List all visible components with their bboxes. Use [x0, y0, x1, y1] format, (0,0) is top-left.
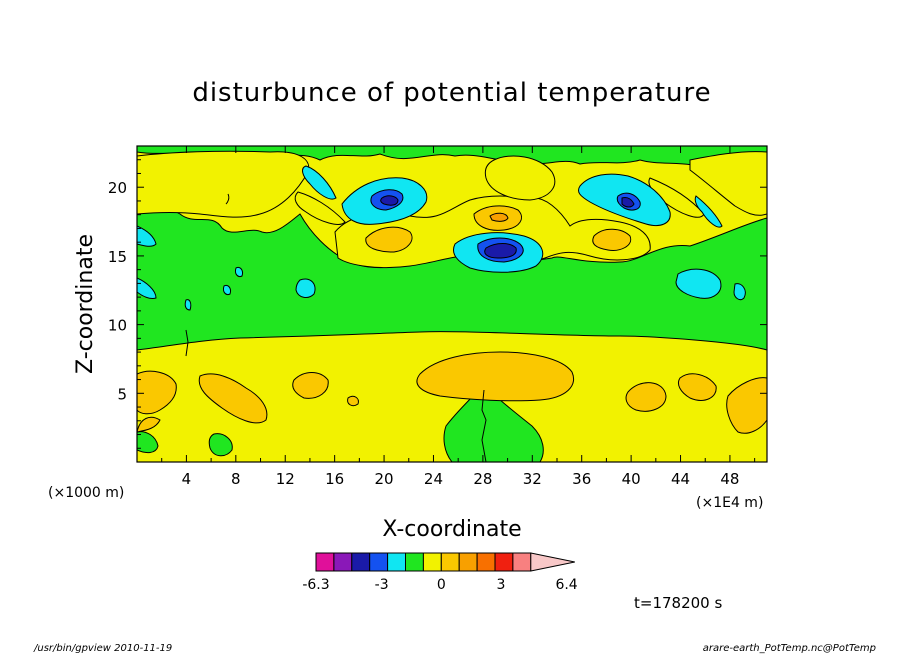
field-orange-l5 [347, 395, 359, 407]
colorbar-label: -3 [375, 577, 389, 593]
colorbar-cell [494, 552, 514, 572]
field-yellow-top-blob [484, 155, 556, 201]
x-tick-label: 28 [473, 470, 492, 488]
field-yellow-upper-right [689, 151, 767, 216]
y-tick-label: 20 [108, 179, 127, 197]
colorbar-cell [512, 552, 532, 572]
field-cyan-8 [295, 278, 316, 298]
y-tick-label: 10 [108, 317, 127, 335]
field-orange-l8 [726, 377, 767, 434]
field-small-contour-3 [223, 285, 231, 295]
chart-title: disturbunce of potential temperature [192, 78, 711, 108]
field-orange-u1 [365, 226, 413, 253]
x-tick-label: 40 [622, 470, 641, 488]
field-orange-l1 [137, 370, 177, 415]
field-cyan-9 [733, 283, 746, 301]
field-small-contour-4 [184, 299, 192, 311]
field-orange-u4 [489, 212, 509, 222]
footer-right: arare-earth_PotTemp.nc@PotTemp [703, 643, 876, 654]
field-cyan-6 [137, 225, 157, 247]
colorbar: -6.3 -3 0 3 6.4 [302, 552, 578, 593]
y-axis-label: Z-coordinate [73, 234, 98, 374]
colorbar-extend-arrow [530, 552, 575, 572]
x-tick-label: 48 [720, 470, 739, 488]
field-green-lower-left-1 [137, 431, 159, 454]
y-axis-ticks: 5 10 15 20 [108, 159, 767, 449]
colorbar-cell [422, 552, 442, 572]
field-cyan-7 [137, 277, 157, 299]
field-cyan-10 [694, 195, 723, 228]
field-navy-1 [380, 195, 399, 206]
field-cyan-5 [302, 165, 337, 200]
x-tick-label: 8 [231, 470, 241, 488]
x-tick-label: 24 [424, 470, 443, 488]
y-unit-label: (×1000 m) [48, 485, 124, 501]
x-axis-label: X-coordinate [382, 517, 521, 542]
field-small-contour-2 [235, 267, 243, 277]
colorbar-cell [440, 552, 460, 572]
x-tick-label: 4 [182, 470, 192, 488]
colorbar-label: 6.4 [555, 577, 577, 593]
field-cyan-4 [675, 268, 722, 299]
field-orange-l7 [677, 373, 717, 401]
field-spike-28 [481, 389, 487, 462]
x-tick-label: 44 [671, 470, 690, 488]
field-small-contour-1 [225, 193, 230, 205]
colorbar-cell [476, 552, 496, 572]
field-yellow-upper-left [137, 150, 310, 218]
colorbar-cell [458, 552, 478, 572]
colorbar-label: 3 [497, 577, 506, 593]
contour-field [137, 146, 767, 462]
x-tick-label: 32 [523, 470, 542, 488]
x-tick-label: 36 [572, 470, 591, 488]
field-orange-l2 [198, 373, 268, 424]
field-yellow-left-stripe [294, 191, 346, 225]
y-tick-label: 15 [108, 248, 127, 266]
x-axis-ticks: 4 8 12 16 20 24 28 32 36 40 44 48 [161, 146, 756, 488]
x-tick-label: 20 [375, 470, 394, 488]
field-orange-l9 [137, 416, 161, 433]
colorbar-cell [405, 552, 424, 572]
field-spike-4 [185, 329, 189, 357]
field-navy-3 [484, 243, 517, 259]
colorbar-label: 0 [437, 577, 446, 593]
colorbar-cell [351, 552, 371, 572]
colorbar-cell [315, 552, 335, 572]
footer-left: /usr/bin/gpview 2010-11-19 [33, 643, 172, 654]
colorbar-label: -6.3 [302, 577, 329, 593]
colorbar-cell [387, 552, 407, 572]
x-tick-label: 12 [276, 470, 295, 488]
field-orange-l4 [416, 351, 574, 402]
plot-frame [136, 145, 768, 463]
field-orange-l3 [292, 372, 329, 399]
field-green-band [137, 207, 767, 351]
field-orange-l6 [625, 382, 667, 412]
time-label: t=178200 s [634, 594, 722, 612]
field-green-lower-left-2 [208, 433, 233, 457]
colorbar-cell [333, 552, 353, 572]
field-navy-2 [621, 197, 635, 208]
x-unit-label: (×1E4 m) [696, 495, 763, 511]
x-tick-label: 16 [325, 470, 344, 488]
field-orange-u3 [592, 228, 632, 251]
colorbar-cell [369, 552, 389, 572]
y-tick-label: 5 [117, 385, 127, 403]
